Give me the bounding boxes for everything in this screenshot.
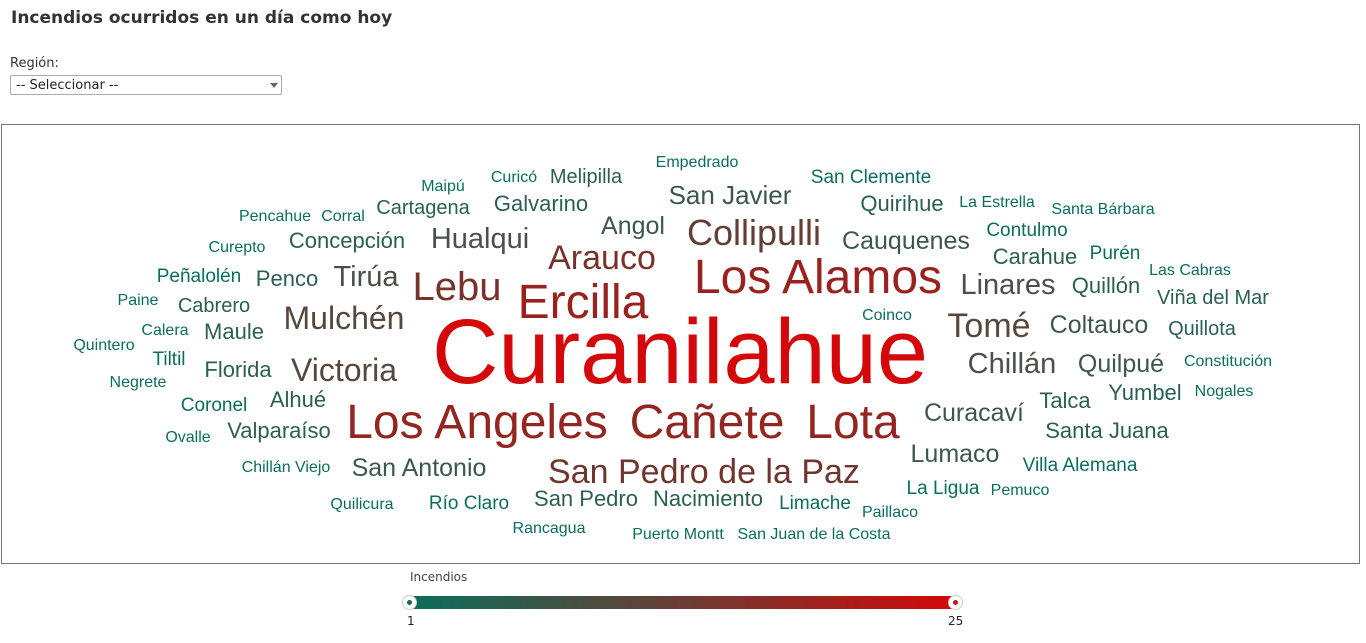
word-quintero[interactable]: Quintero <box>73 337 134 354</box>
word-arauco[interactable]: Arauco <box>548 239 656 277</box>
word-río-claro[interactable]: Río Claro <box>429 493 509 514</box>
word-nogales[interactable]: Nogales <box>1195 383 1254 400</box>
word-chillán[interactable]: Chillán <box>968 348 1057 380</box>
word-peñalolén[interactable]: Peñalolén <box>157 266 242 287</box>
word-curanilahue[interactable]: Curanilahue <box>432 301 928 403</box>
region-filter-label: Región: <box>10 56 59 71</box>
word-los-angeles[interactable]: Los Angeles <box>346 396 608 449</box>
word-curicó[interactable]: Curicó <box>491 169 537 186</box>
word-los-alamos[interactable]: Los Alamos <box>694 251 942 304</box>
word-talca[interactable]: Talca <box>1039 388 1091 413</box>
word-valparaíso[interactable]: Valparaíso <box>227 418 331 443</box>
word-tiltil[interactable]: Tiltil <box>152 349 185 370</box>
word-purén[interactable]: Purén <box>1090 243 1141 264</box>
word-la-ligua[interactable]: La Ligua <box>907 478 980 499</box>
word-maipú[interactable]: Maipú <box>421 178 465 195</box>
word-cloud: Curanilahue Los Alamos Ercilla Los Angeles C… <box>1 124 1360 564</box>
word-florida[interactable]: Florida <box>204 357 272 382</box>
word-galvarino[interactable]: Galvarino <box>494 191 588 216</box>
word-nacimiento[interactable]: Nacimiento <box>653 486 763 511</box>
legend-max-handle[interactable] <box>948 595 963 610</box>
region-select[interactable]: -- Seleccionar -- <box>10 75 282 95</box>
word-san-juan-de-la-costa[interactable]: San Juan de la Costa <box>738 526 891 543</box>
word-pemuco[interactable]: Pemuco <box>991 482 1050 499</box>
word-mulchén[interactable]: Mulchén <box>284 300 405 336</box>
word-victoria[interactable]: Victoria <box>291 352 397 388</box>
word-coltauco[interactable]: Coltauco <box>1050 311 1149 339</box>
word-paine[interactable]: Paine <box>118 292 159 309</box>
word-san-pedro[interactable]: San Pedro <box>534 486 638 511</box>
word-lebu[interactable]: Lebu <box>413 265 502 309</box>
word-tirúa[interactable]: Tirúa <box>334 261 400 293</box>
word-quilpué[interactable]: Quilpué <box>1078 350 1164 378</box>
page-title: Incendios ocurridos en un día como hoy <box>11 8 393 28</box>
legend-min-handle[interactable] <box>402 595 417 610</box>
word-alhué[interactable]: Alhué <box>270 387 326 412</box>
word-lota[interactable]: Lota <box>806 396 900 449</box>
word-la-estrella[interactable]: La Estrella <box>959 194 1035 211</box>
word-contulmo[interactable]: Contulmo <box>986 220 1067 241</box>
word-san-javier[interactable]: San Javier <box>669 180 792 210</box>
word-las-cabras[interactable]: Las Cabras <box>1149 262 1231 279</box>
word-rancagua[interactable]: Rancagua <box>513 520 586 537</box>
word-tomé[interactable]: Tomé <box>947 307 1030 345</box>
word-san-clemente[interactable]: San Clemente <box>811 167 931 188</box>
word-cauquenes[interactable]: Cauquenes <box>842 227 970 255</box>
color-legend-bar <box>410 596 956 609</box>
word-penco[interactable]: Penco <box>256 266 318 291</box>
word-empedrado[interactable]: Empedrado <box>656 154 739 171</box>
word-cañete[interactable]: Cañete <box>630 396 785 449</box>
word-lumaco[interactable]: Lumaco <box>911 440 1000 468</box>
word-ercilla[interactable]: Ercilla <box>518 276 649 329</box>
word-cartagena[interactable]: Cartagena <box>376 197 470 219</box>
word-cabrero[interactable]: Cabrero <box>178 295 250 317</box>
word-maule[interactable]: Maule <box>204 319 264 344</box>
word-yumbel[interactable]: Yumbel <box>1108 380 1181 405</box>
word-pencahue[interactable]: Pencahue <box>239 208 311 225</box>
word-quillón[interactable]: Quillón <box>1072 273 1140 298</box>
word-curepto[interactable]: Curepto <box>209 239 266 256</box>
word-quillota[interactable]: Quillota <box>1168 318 1237 340</box>
word-puerto-montt[interactable]: Puerto Montt <box>632 526 724 543</box>
word-quirihue[interactable]: Quirihue <box>860 191 943 216</box>
word-coronel[interactable]: Coronel <box>181 395 248 416</box>
word-concepción[interactable]: Concepción <box>289 228 405 253</box>
word-quilicura[interactable]: Quilicura <box>330 496 393 513</box>
word-limache[interactable]: Limache <box>779 493 851 514</box>
chevron-down-icon[interactable] <box>270 83 278 88</box>
legend-max-label: 25 <box>948 614 964 628</box>
word-curacaví[interactable]: Curacaví <box>924 399 1024 427</box>
word-calera[interactable]: Calera <box>141 322 188 339</box>
word-santa-bárbara[interactable]: Santa Bárbara <box>1051 201 1154 218</box>
word-negrete[interactable]: Negrete <box>110 374 167 391</box>
word-villa-alemana[interactable]: Villa Alemana <box>1023 455 1138 476</box>
word-ovalle[interactable]: Ovalle <box>165 429 210 446</box>
word-carahue[interactable]: Carahue <box>993 244 1077 269</box>
word-constitución[interactable]: Constitución <box>1184 353 1272 370</box>
word-melipilla[interactable]: Melipilla <box>550 166 623 188</box>
word-paillaco[interactable]: Paillaco <box>862 504 918 521</box>
word-viña-del-mar[interactable]: Viña del Mar <box>1157 287 1269 309</box>
word-angol[interactable]: Angol <box>601 212 665 240</box>
word-chillán-viejo[interactable]: Chillán Viejo <box>242 459 331 476</box>
word-san-antonio[interactable]: San Antonio <box>352 454 487 482</box>
legend-title: Incendios <box>410 570 468 584</box>
legend-min-label: 1 <box>407 614 415 628</box>
word-santa-juana[interactable]: Santa Juana <box>1045 418 1169 443</box>
word-collipulli[interactable]: Collipulli <box>687 212 821 253</box>
word-coinco[interactable]: Coinco <box>862 307 912 324</box>
region-select-value: -- Seleccionar -- <box>16 78 119 93</box>
word-linares[interactable]: Linares <box>960 269 1055 301</box>
word-san-pedro-de-la-paz[interactable]: San Pedro de la Paz <box>548 453 860 491</box>
word-hualqui[interactable]: Hualqui <box>431 223 529 255</box>
word-corral[interactable]: Corral <box>321 208 365 225</box>
